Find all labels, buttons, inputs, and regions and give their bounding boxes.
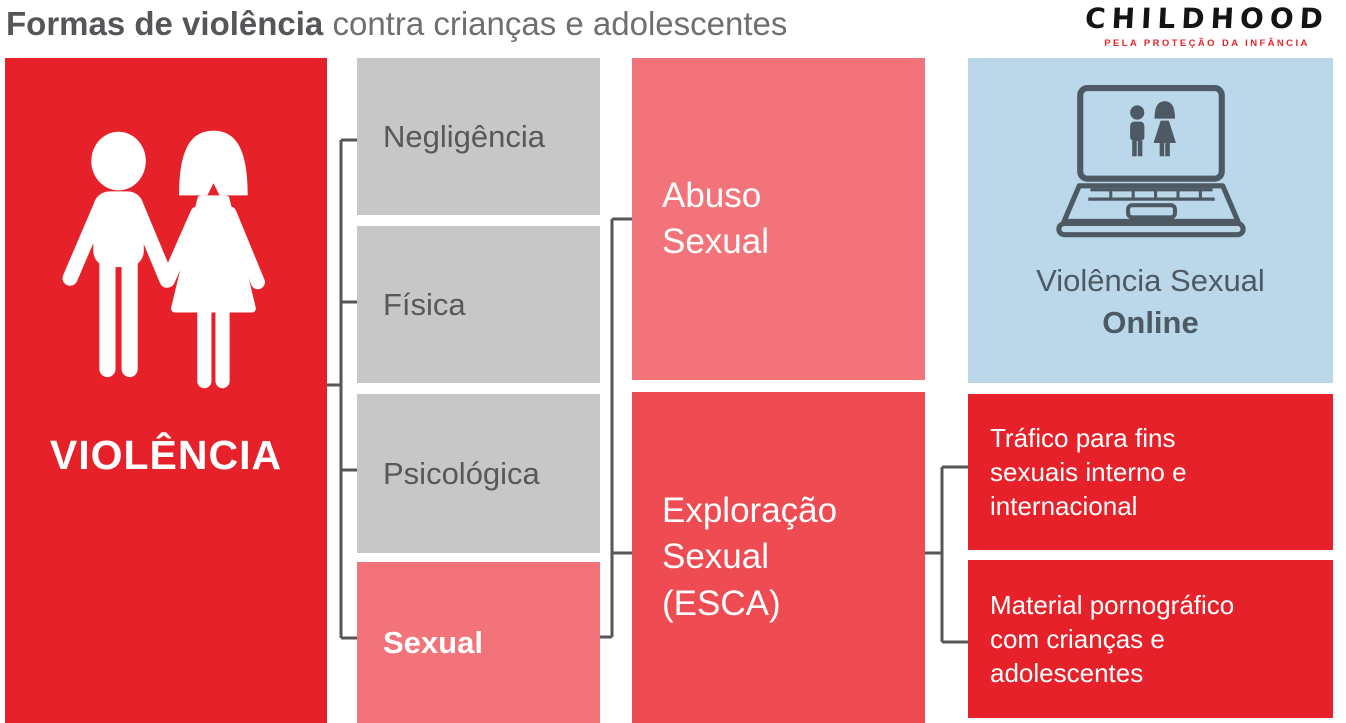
childhood-logo: CHILDHOOD PELA PROTEÇÃO DA INFÂNCIA [1082, 2, 1332, 49]
box-abuso-sexual: Abuso Sexual [632, 58, 925, 380]
box-exploracao-sexual-esca: Exploração Sexual (ESCA) [632, 392, 925, 723]
online-line2: Online [1102, 304, 1199, 340]
box-negligencia: Negligência [357, 58, 600, 215]
page-title-rest: contra crianças e adolescentes [323, 5, 788, 42]
page-title-bold: Formas de violência [6, 5, 324, 42]
online-line1: Violência Sexual [1036, 263, 1265, 298]
fisica-label: Física [383, 286, 466, 322]
exploracao-sexual-label: Exploração Sexual (ESCA) [662, 491, 838, 623]
box-psicologica: Psicológica [357, 394, 600, 553]
laptop-children-icon [1055, 85, 1246, 238]
violencia-label: VIOLÊNCIA [49, 432, 283, 478]
box-material-pornografico: Material pornográfico com crianças e ado… [968, 560, 1333, 718]
negligencia-label: Negligência [383, 118, 545, 154]
page-title: Formas de violência contra crianças e ad… [6, 5, 788, 42]
box-fisica: Física [357, 226, 600, 383]
trafico-label: Tráfico para fins sexuais interno e inte… [990, 422, 1187, 522]
box-sexual: Sexual [357, 562, 600, 723]
box-violencia: VIOLÊNCIA [5, 58, 327, 723]
online-box-text: Violência Sexual Online [1036, 260, 1265, 344]
childhood-logo-tagline: PELA PROTEÇÃO DA INFÂNCIA [1104, 38, 1310, 49]
box-trafico: Tráfico para fins sexuais interno e inte… [968, 394, 1333, 550]
sexual-label: Sexual [383, 624, 483, 660]
box-violencia-sexual-online: Violência Sexual Online [968, 58, 1333, 383]
material-pornografico-label: Material pornográfico com crianças e ado… [990, 589, 1235, 689]
children-holding-hands-icon [62, 130, 265, 389]
psicologica-label: Psicológica [383, 455, 540, 491]
abuso-sexual-label: Abuso Sexual [662, 175, 770, 261]
